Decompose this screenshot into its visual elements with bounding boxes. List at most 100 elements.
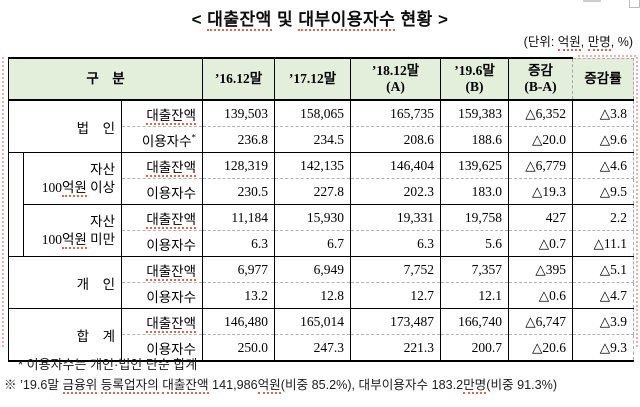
value-cell: △3.8	[572, 100, 635, 127]
value-cell: △9.6	[572, 126, 635, 153]
group-label-assets-under: 자산 100억원 미만	[23, 204, 122, 257]
table-row: 개 인 대출잔액 6,977 6,949 7,752 7,357 △395 △5…	[8, 256, 635, 309]
value-cell: 2.2	[572, 204, 635, 231]
unit-note: (단위: 억원, 만명, %)	[523, 35, 633, 51]
group-label-corporate: 법 인	[8, 100, 122, 153]
footnote-simple-sum: * 이용자수는 개인·법인 단순 합계	[18, 357, 198, 372]
metric-label: 이용자수	[120, 230, 203, 257]
value-cell: 15,930	[274, 204, 351, 231]
group-label-individual: 개 인	[8, 256, 122, 309]
value-cell: △9.3	[572, 334, 635, 362]
value-cell: 7,752	[350, 256, 441, 283]
value-cell: 250.0	[202, 334, 275, 362]
value-cell: △5.1	[572, 256, 635, 283]
value-cell: 146,480	[202, 308, 275, 335]
value-cell: 173,487	[350, 308, 441, 335]
table-row: 이용자수* 236.8 234.5 208.6 188.6 △20.0 △9.6	[9, 126, 635, 153]
pagebreak-line-right	[636, 57, 638, 347]
value-cell: 165,014	[274, 308, 351, 335]
value-cell: △20.6	[508, 334, 573, 362]
metric-label: 대출잔액	[120, 308, 203, 335]
value-cell: 139,503	[202, 100, 275, 127]
value-cell: 202.3	[350, 178, 441, 205]
table-row: 자산 100억원 이상 대출잔액 128,319 142,135 146,404 …	[8, 152, 635, 257]
value-cell: 19,758	[440, 204, 509, 231]
footnote-registered-lenders: ※ ’19.6말 금융위 등록업자의 대출잔액 141,986억원(비중 85.…	[4, 378, 558, 394]
metric-label: 대출잔액	[120, 152, 203, 179]
value-cell: 6.7	[274, 230, 351, 257]
value-cell: 427	[508, 204, 573, 231]
group-label-total: 합 계	[8, 308, 122, 362]
value-cell: 12.1	[440, 282, 509, 309]
value-cell: 158,065	[274, 100, 351, 127]
value-cell: △3.9	[572, 308, 635, 335]
value-cell: 7,357	[440, 256, 509, 283]
value-cell: 247.3	[274, 334, 351, 362]
value-cell: 236.8	[202, 126, 275, 153]
table-row: 이용자수 6.3 6.7 6.3 5.6 △0.7 △11.1	[9, 230, 635, 257]
table-row: 자산 100억원 미만 대출잔액 11,184 15,930 19,331 19,…	[9, 204, 635, 257]
value-cell: △4.7	[572, 282, 635, 309]
value-cell: △0.6	[508, 282, 573, 309]
value-cell: △20.0	[508, 126, 573, 153]
value-cell: △11.1	[572, 230, 635, 257]
value-cell: 128,319	[202, 152, 275, 179]
value-cell: 12.8	[274, 282, 351, 309]
header-change-rate: 증감률	[572, 57, 635, 101]
value-cell: 200.7	[440, 334, 509, 362]
value-cell: 19,331	[350, 204, 441, 231]
title-text: 대출잔액	[207, 10, 272, 31]
title-text: <	[191, 10, 208, 29]
value-cell: 142,135	[274, 152, 351, 179]
value-cell: 183.0	[440, 178, 509, 205]
table-row: 이용자수 250.0 247.3 221.3 200.7 △20.6 △9.3	[9, 334, 635, 362]
value-cell: 6,949	[274, 256, 351, 283]
value-cell: 234.5	[274, 126, 351, 153]
header-2016: ’16.12말	[202, 57, 275, 101]
value-cell: 227.8	[274, 178, 351, 205]
value-cell: 5.6	[440, 230, 509, 257]
header-2018: ’18.12말 (A)	[350, 57, 441, 101]
value-cell: 6,977	[202, 256, 275, 283]
header-2019: ’19.6말 (B)	[440, 57, 509, 101]
header-category: 구 분	[7, 57, 203, 101]
table-header-row: 구 분 ’16.12말 ’17.12말 ’18.12말 (A) ’19.6말 (B)…	[7, 57, 635, 101]
table-row: 이용자수 230.5 227.8 202.3 183.0 △19.3 △9.5	[9, 178, 635, 205]
metric-label: 이용자수	[120, 282, 203, 309]
title-text: 대부이용자수	[298, 10, 396, 31]
metric-label: 대출잔액	[120, 100, 203, 127]
value-cell: 188.6	[440, 126, 509, 153]
group-label-assets-over: 자산 100억원 이상	[23, 152, 122, 205]
value-cell: 146,404	[350, 152, 441, 179]
value-cell: 139,625	[440, 152, 509, 179]
value-cell: 221.3	[350, 334, 441, 362]
metric-label: 이용자수	[120, 178, 203, 205]
value-cell: △19.3	[508, 178, 573, 205]
table-row: 합 계 대출잔액 146,480 165,014 173,487 166,740…	[8, 308, 635, 362]
metric-label: 대출잔액	[120, 204, 203, 231]
value-cell: △6,747	[508, 308, 573, 335]
value-cell: △6,779	[508, 152, 573, 179]
value-cell: △6,352	[508, 100, 573, 127]
value-cell: 6.3	[350, 230, 441, 257]
screenshot-artifact	[583, 0, 601, 2]
header-2017: ’17.12말	[274, 57, 351, 101]
title-text: 현황 >	[395, 10, 449, 29]
loan-balance-table: 구 분 ’16.12말 ’17.12말 ’18.12말 (A) ’19.6말 (B)…	[7, 57, 635, 362]
value-cell: 12.7	[350, 282, 441, 309]
value-cell: 13.2	[202, 282, 275, 309]
value-cell: 208.6	[350, 126, 441, 153]
table-row: 법 인 대출잔액 139,503 158,065 165,735 159,383…	[8, 100, 635, 153]
value-cell: △9.5	[572, 178, 635, 205]
value-cell: 230.5	[202, 178, 275, 205]
footnote-marker: *	[191, 132, 197, 142]
pagebreak-line-left	[2, 57, 4, 347]
metric-label: 이용자수*	[120, 126, 203, 153]
page-title: < 대출잔액 및 대부이용자수 현황 >	[0, 5, 640, 31]
value-cell: 6.3	[202, 230, 275, 257]
value-cell: 159,383	[440, 100, 509, 127]
metric-label: 대출잔액	[120, 256, 203, 283]
value-cell: 165,735	[350, 100, 441, 127]
title-text: 및	[271, 10, 299, 29]
table-row: 이용자수 13.2 12.8 12.7 12.1 △0.6 △4.7	[9, 282, 635, 309]
